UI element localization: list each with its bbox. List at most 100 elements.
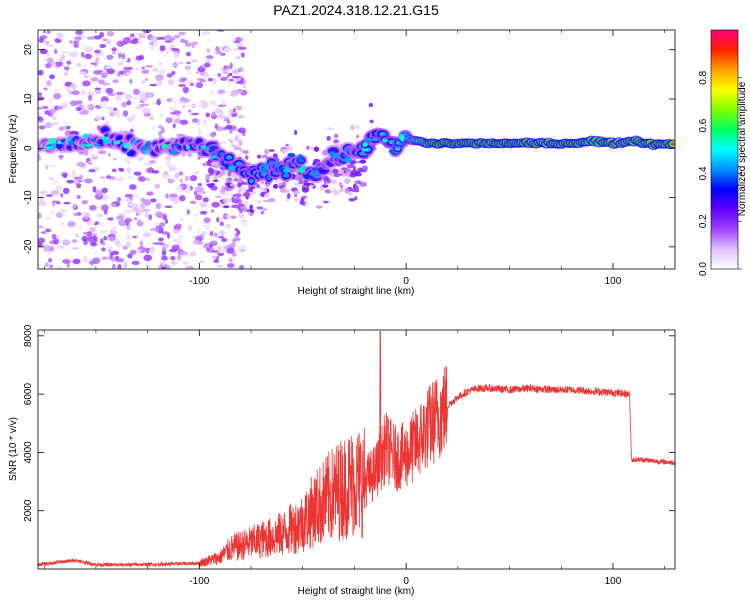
noise-speckle [222, 197, 229, 204]
noise-speckle [206, 248, 211, 252]
ridge-spot [381, 139, 388, 143]
noise-speckle [88, 169, 96, 173]
noise-speckle [234, 193, 243, 198]
noise-speckle [165, 50, 169, 55]
colorbar-tick-label: 0.2 [698, 214, 709, 228]
x-tick-label: 0 [403, 576, 409, 587]
noise-speckle [93, 49, 101, 54]
noise-speckle [207, 37, 212, 42]
noise-speckle [173, 100, 177, 107]
noise-speckle [141, 69, 150, 74]
noise-speckle [76, 63, 82, 67]
noise-speckle [168, 106, 176, 111]
noise-speckle [155, 202, 162, 210]
y-tick-label: 20 [23, 44, 34, 56]
noise-speckle [69, 100, 79, 107]
noise-speckle [106, 246, 113, 249]
noise-speckle [182, 86, 189, 94]
noise-speckle [201, 31, 211, 35]
noise-speckle [207, 167, 214, 174]
noise-speckle [160, 126, 165, 134]
noise-speckle [141, 107, 151, 115]
noise-speckle [236, 177, 243, 184]
noise-speckle [190, 41, 199, 46]
noise-speckle [168, 115, 173, 119]
noise-speckle [49, 74, 55, 80]
noise-speckle [305, 145, 310, 150]
noise-speckle [179, 178, 183, 183]
noise-speckle [61, 172, 68, 178]
noise-speckle [273, 183, 279, 189]
noise-speckle [259, 186, 265, 192]
noise-speckle [174, 185, 183, 191]
noise-speckle [186, 51, 191, 57]
noise-speckle [156, 98, 161, 106]
snr-x-axis-label: Height of straight line (km) [298, 586, 415, 597]
noise-speckle [50, 121, 59, 126]
noise-speckle [165, 116, 173, 124]
noise-speckle [216, 264, 224, 268]
noise-speckle [124, 193, 134, 198]
noise-speckle [61, 50, 70, 55]
noise-speckle [99, 31, 105, 38]
noise-speckle [97, 213, 103, 218]
noise-speckle [56, 105, 64, 110]
noise-speckle [182, 261, 189, 265]
noise-speckle [170, 260, 178, 266]
noise-speckle [359, 159, 367, 164]
noise-speckle [233, 40, 240, 44]
noise-speckle [110, 250, 120, 255]
ridge-core [249, 178, 254, 184]
noise-speckle [229, 128, 233, 134]
noise-speckle [102, 241, 106, 246]
noise-speckle [75, 106, 82, 112]
noise-speckle [105, 87, 114, 94]
noise-speckle [102, 38, 108, 42]
noise-speckle [83, 62, 87, 69]
noise-speckle [88, 204, 97, 211]
noise-speckle [103, 192, 108, 198]
noise-speckle [161, 243, 170, 248]
noise-speckle [187, 109, 192, 113]
noise-speckle [219, 221, 224, 227]
noise-speckle [173, 34, 181, 39]
noise-speckle [178, 84, 186, 87]
ridge-spot [45, 146, 54, 150]
noise-speckle [198, 104, 205, 108]
ridge-core [116, 135, 124, 141]
noise-speckle [53, 89, 61, 93]
colorbar-tick-label: 0.6 [698, 118, 709, 132]
noise-speckle [231, 199, 240, 204]
noise-speckle [215, 195, 222, 199]
noise-speckle [123, 156, 132, 163]
noise-speckle [48, 98, 52, 104]
noise-speckle [326, 178, 331, 184]
noise-speckle [165, 193, 169, 199]
noise-speckle [159, 113, 164, 118]
noise-speckle [226, 263, 235, 268]
noise-speckle [199, 201, 208, 208]
noise-speckle [241, 206, 248, 212]
noise-speckle [157, 167, 162, 172]
noise-speckle [103, 235, 108, 241]
noise-speckle [150, 198, 157, 203]
noise-speckle [189, 175, 198, 182]
noise-speckle [213, 169, 217, 174]
noise-speckle [116, 40, 125, 47]
noise-speckle [240, 219, 248, 224]
noise-speckle [216, 252, 225, 257]
spectrogram-blobs [38, 30, 675, 269]
noise-speckle [91, 233, 98, 236]
noise-speckle [60, 221, 65, 227]
noise-speckle [76, 161, 86, 168]
noise-speckle [329, 178, 338, 185]
noise-speckle [40, 231, 47, 234]
ridge-spot [113, 140, 121, 145]
noise-speckle [315, 205, 323, 209]
noise-speckle [142, 30, 152, 34]
ridge-spot [262, 162, 269, 169]
noise-speckle [131, 113, 136, 120]
noise-speckle [203, 217, 211, 224]
noise-speckle [237, 182, 242, 188]
noise-speckle [133, 96, 138, 100]
